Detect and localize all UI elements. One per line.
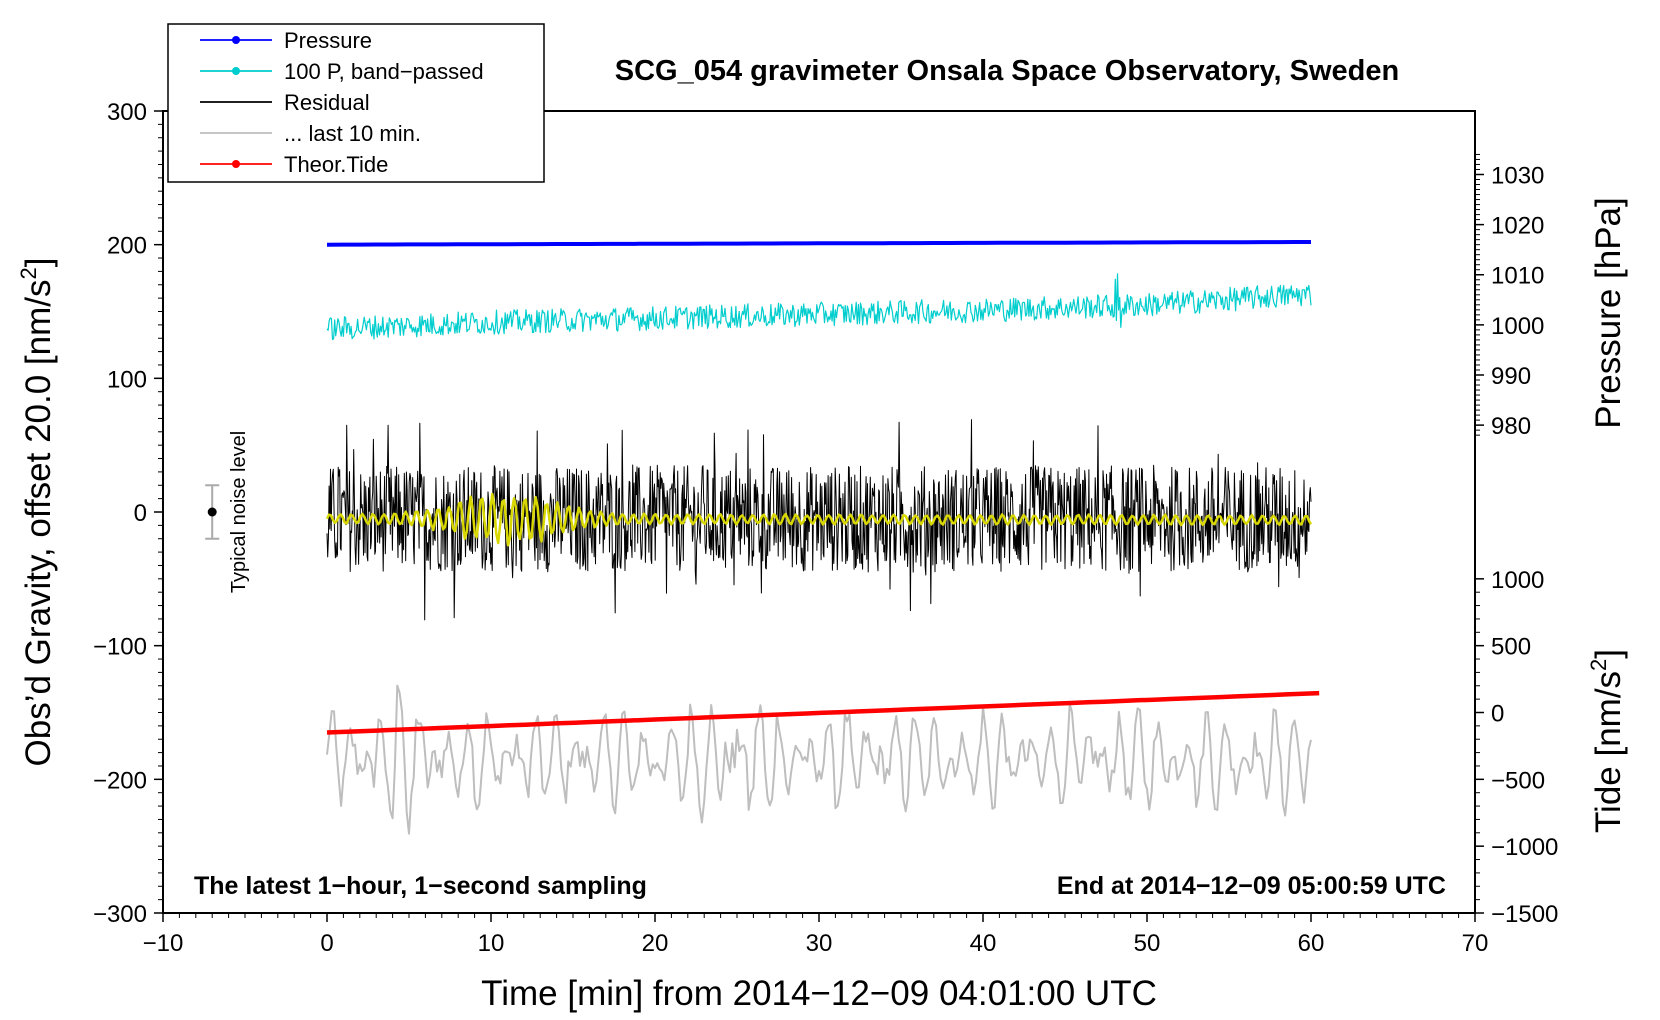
noise-level-indicator xyxy=(205,484,220,540)
x-axis-ticks: −10 0 10 20 30 40 50 60 70 xyxy=(143,913,1489,957)
left-axis-ticks: 300 200 100 0 −100 −200 −300 xyxy=(93,99,163,928)
series-residual-smoothed xyxy=(325,492,1313,547)
left-tick-label: 0 xyxy=(134,500,147,527)
x-tick-label: 70 xyxy=(1462,930,1489,957)
legend-swatch-marker xyxy=(232,36,240,44)
x-axis-label: Time [min] from 2014−12−09 04:01:00 UTC xyxy=(481,974,1157,1013)
tide-tick-label: 1000 xyxy=(1491,567,1544,594)
x-tick-label: 20 xyxy=(642,930,669,957)
pressure-tick-label: 1030 xyxy=(1491,162,1544,189)
tide-axis-label-tail: ] xyxy=(1589,649,1628,659)
tide-tick-label: 500 xyxy=(1491,634,1531,661)
x-tick-label: 50 xyxy=(1134,930,1161,957)
series-last-10-min xyxy=(326,684,1312,835)
series-pressure xyxy=(326,240,1311,247)
noise-level-label: Typical noise level xyxy=(228,431,250,593)
legend-label: Theor.Tide xyxy=(284,152,388,177)
x-tick-label: 60 xyxy=(1298,930,1325,957)
annotation-end-time: End at 2014−12−09 05:00:59 UTC xyxy=(1057,872,1446,900)
pressure-axis-ticks: 1030 1020 1010 1000 990 980 xyxy=(1475,153,1544,440)
legend-box xyxy=(167,23,545,183)
series-layer xyxy=(325,240,1320,835)
x-tick-label: 40 xyxy=(970,930,997,957)
tide-axis-label-sup: 2 xyxy=(1586,659,1611,671)
left-axis-label-main: Obs’d Gravity, offset 20.0 [nm/s xyxy=(19,280,58,767)
chart-title: SCG_054 gravimeter Onsala Space Observat… xyxy=(615,55,1399,87)
x-tick-label: −10 xyxy=(143,930,184,957)
series-pressure-bandpassed xyxy=(326,273,1312,341)
tide-axis-ticks: 1000 500 0 −500 −1000 −1500 xyxy=(1475,567,1558,928)
legend-label: Pressure xyxy=(284,28,372,53)
pressure-tick-label: 1020 xyxy=(1491,213,1544,240)
legend: Pressure 100 P, band−passed Residual ... la… xyxy=(167,23,545,183)
tide-tick-label: −500 xyxy=(1491,767,1545,794)
left-axis-label: Obs’d Gravity, offset 20.0 [nm/s2] xyxy=(16,258,58,767)
annotation-sampling: The latest 1−hour, 1−second sampling xyxy=(194,872,647,900)
legend-label: 100 P, band−passed xyxy=(284,59,484,84)
left-tick-label: −200 xyxy=(93,767,147,794)
x-tick-label: 10 xyxy=(478,930,505,957)
x-tick-label: 0 xyxy=(320,930,333,957)
pressure-tick-label: 980 xyxy=(1491,413,1531,440)
tide-tick-label: −1500 xyxy=(1491,901,1558,928)
pressure-axis-label: Pressure [hPa] xyxy=(1589,197,1628,429)
left-tick-label: 300 xyxy=(107,99,147,126)
pressure-tick-label: 990 xyxy=(1491,363,1531,390)
left-tick-label: 200 xyxy=(107,233,147,260)
tide-axis-label-main: Tide [nm/s xyxy=(1589,671,1628,833)
left-tick-label: −300 xyxy=(93,901,147,928)
left-tick-label: −100 xyxy=(93,634,147,661)
left-axis-label-tail: ] xyxy=(19,258,58,268)
legend-label: ... last 10 min. xyxy=(284,121,421,146)
tide-axis-label: Tide [nm/s2] xyxy=(1586,649,1628,833)
pressure-tick-label: 1010 xyxy=(1491,263,1544,290)
pressure-tick-label: 1000 xyxy=(1491,313,1544,340)
x-tick-label: 30 xyxy=(806,930,833,957)
left-axis-label-sup: 2 xyxy=(16,267,41,279)
legend-swatch-marker xyxy=(232,160,240,168)
left-tick-label: 100 xyxy=(107,366,147,393)
legend-label: Residual xyxy=(284,90,370,115)
series-theoretical-tide xyxy=(326,690,1320,735)
tide-tick-label: 0 xyxy=(1491,701,1504,728)
noise-level-dot xyxy=(207,507,217,517)
tide-tick-label: −1000 xyxy=(1491,834,1558,861)
legend-swatch-marker xyxy=(232,67,240,75)
